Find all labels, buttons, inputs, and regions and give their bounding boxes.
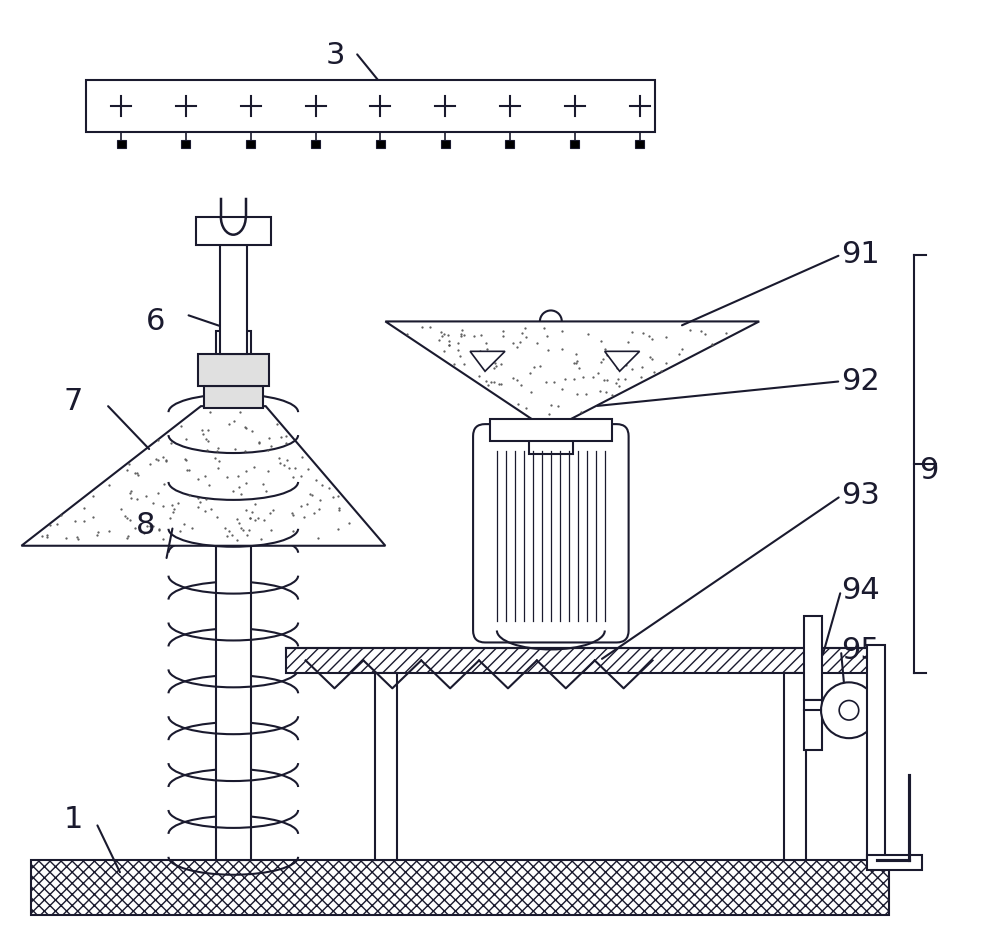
Bar (867, 855, 922, 870)
Bar (246, 140, 255, 148)
Bar (31, 860, 889, 915)
Bar (198, 355, 269, 386)
Bar (181, 140, 190, 148)
Bar (375, 673, 397, 860)
Text: 92: 92 (842, 367, 880, 395)
Text: 6: 6 (146, 307, 166, 336)
Text: 1: 1 (64, 806, 83, 834)
Bar (216, 332, 251, 860)
Bar (784, 673, 806, 860)
Bar (376, 140, 385, 148)
Text: 94: 94 (842, 576, 880, 605)
Circle shape (821, 682, 877, 738)
Polygon shape (470, 351, 505, 371)
Bar (86, 81, 655, 132)
Bar (570, 140, 579, 148)
Bar (117, 140, 126, 148)
Text: 93: 93 (841, 482, 880, 510)
Bar (867, 645, 885, 860)
Polygon shape (385, 321, 759, 421)
Bar (804, 700, 822, 750)
Text: 8: 8 (136, 511, 156, 540)
Text: 95: 95 (842, 636, 880, 665)
Polygon shape (21, 407, 385, 545)
Text: 91: 91 (842, 240, 880, 269)
FancyBboxPatch shape (473, 424, 629, 643)
Bar (286, 648, 879, 673)
Polygon shape (605, 351, 640, 371)
Bar (529, 421, 573, 454)
Text: 3: 3 (326, 41, 345, 69)
Bar (204, 386, 263, 408)
Text: 9: 9 (919, 457, 938, 485)
Bar (311, 140, 320, 148)
Bar (441, 140, 450, 148)
Circle shape (839, 700, 859, 720)
Bar (196, 217, 271, 244)
Text: 7: 7 (64, 387, 83, 416)
Bar (635, 140, 644, 148)
Bar (804, 616, 822, 700)
Bar (490, 419, 612, 441)
Bar (505, 140, 514, 148)
Bar (220, 244, 247, 355)
